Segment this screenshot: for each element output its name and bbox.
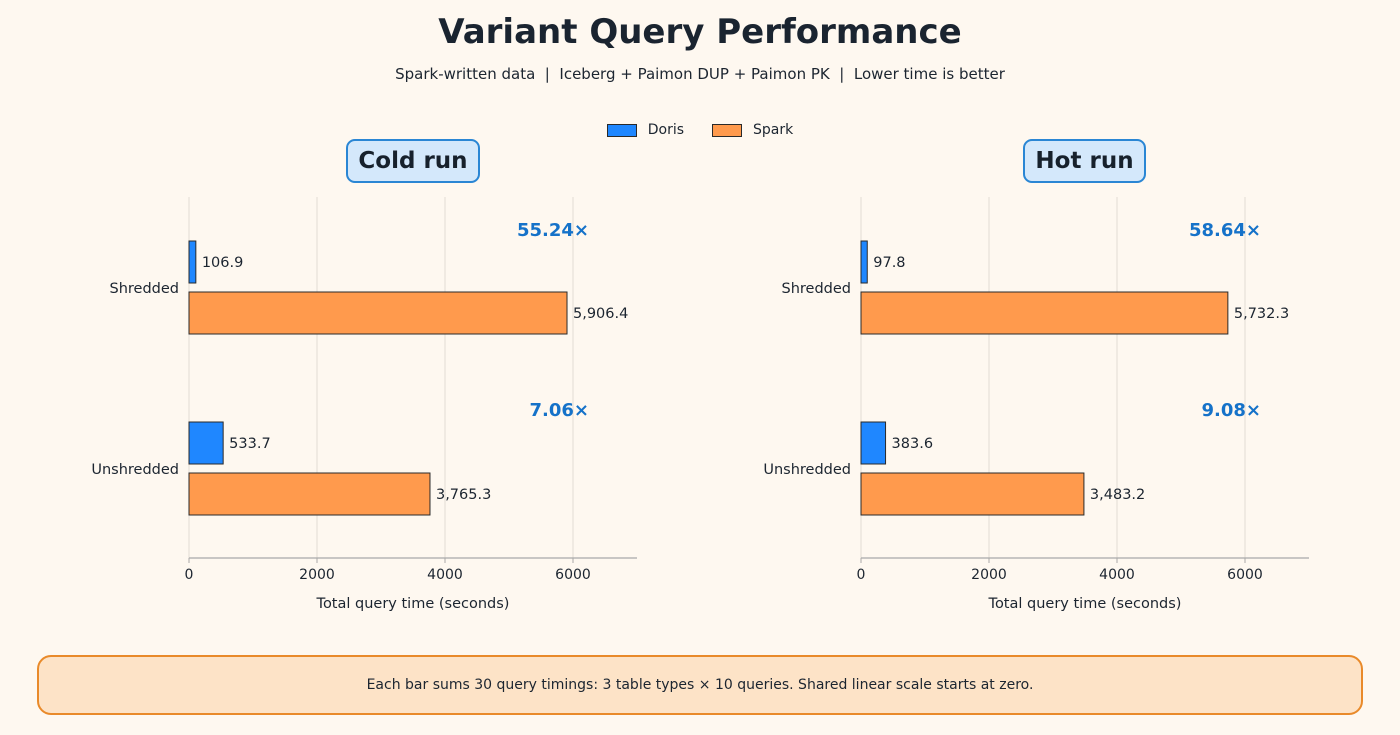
legend-label-spark: Spark	[753, 122, 794, 138]
bar-value-label-doris-1-1: 383.6	[892, 436, 934, 452]
page-subtitle: Spark-written data | Iceberg + Paimon DU…	[395, 65, 1005, 83]
x-tick-label-1-3: 6000	[1227, 567, 1263, 583]
y-category-label-0-0: Shredded	[110, 281, 180, 297]
bar-spark-0-0	[188, 291, 568, 335]
y-category-label-1-1: Unshredded	[763, 462, 851, 478]
footnote-text: Each bar sums 30 query timings: 3 table …	[366, 677, 1034, 693]
legend-label-doris: Doris	[647, 122, 685, 138]
x-tick-label-0-0: 0	[185, 567, 194, 583]
x-tick-label-1-2: 4000	[1099, 567, 1135, 583]
legend-swatch-doris	[606, 123, 637, 137]
panel-title-hot-run: Hot run	[1023, 139, 1146, 183]
footnote-box: Each bar sums 30 query timings: 3 table …	[37, 655, 1363, 715]
speedup-label-0-0: 55.24×	[517, 220, 589, 241]
bar-value-label-spark-1-0: 5,732.3	[1234, 306, 1289, 322]
x-tick-label-1-1: 2000	[971, 567, 1007, 583]
bar-value-label-doris-0-1: 533.7	[229, 436, 271, 452]
bar-doris-1-0	[860, 240, 868, 284]
x-tick-label-0-3: 6000	[555, 567, 591, 583]
bar-value-label-spark-0-0: 5,906.4	[573, 306, 628, 322]
bar-value-label-spark-1-1: 3,483.2	[1090, 487, 1145, 503]
x-tick-label-0-1: 2000	[299, 567, 335, 583]
bar-spark-0-1	[188, 472, 431, 516]
y-category-label-0-1: Unshredded	[91, 462, 179, 478]
bar-value-label-doris-1-0: 97.8	[873, 255, 905, 271]
x-tick-label-0-2: 4000	[427, 567, 463, 583]
y-category-label-1-0: Shredded	[782, 281, 852, 297]
legend-item-doris: Doris	[606, 122, 685, 138]
bar-doris-1-1	[860, 421, 887, 465]
legend-item-spark: Spark	[712, 122, 793, 138]
speedup-label-1-1: 9.08×	[1202, 400, 1262, 421]
panel-title-cold-run: Cold run	[346, 139, 480, 183]
bar-spark-1-1	[860, 472, 1085, 516]
bar-spark-1-0	[860, 291, 1229, 335]
legend-swatch-spark	[712, 123, 743, 137]
page-title: Variant Query Performance	[438, 12, 962, 52]
x-axis-label-0: Total query time (seconds)	[316, 596, 510, 612]
x-tick-label-1-0: 0	[857, 567, 866, 583]
bar-value-label-doris-0-0: 106.9	[202, 255, 244, 271]
bar-doris-0-0	[188, 240, 197, 284]
speedup-label-0-1: 7.06×	[530, 400, 590, 421]
chart-legend: Doris Spark	[0, 122, 1400, 138]
bar-value-label-spark-0-1: 3,765.3	[436, 487, 491, 503]
x-axis-label-1: Total query time (seconds)	[988, 596, 1182, 612]
speedup-label-1-0: 58.64×	[1189, 220, 1261, 241]
bar-doris-0-1	[188, 421, 224, 465]
